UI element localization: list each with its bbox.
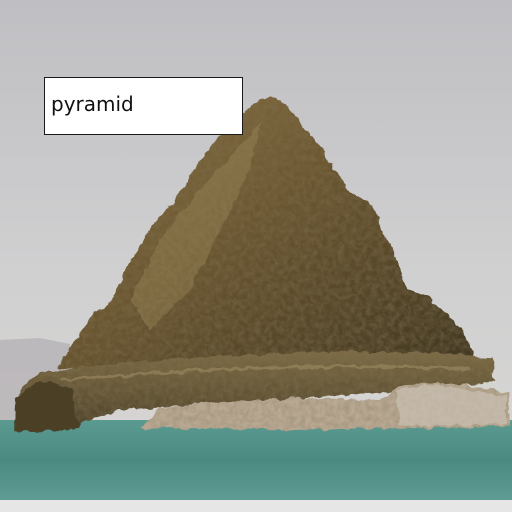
rock-base-ledge — [18, 352, 494, 430]
shore-tufa — [140, 382, 510, 430]
rock-left-foot — [14, 380, 80, 432]
lake-water — [0, 420, 512, 500]
annotation-label: pyramid — [44, 77, 243, 135]
bottom-border — [0, 500, 512, 512]
pyramid-rock — [58, 98, 476, 372]
